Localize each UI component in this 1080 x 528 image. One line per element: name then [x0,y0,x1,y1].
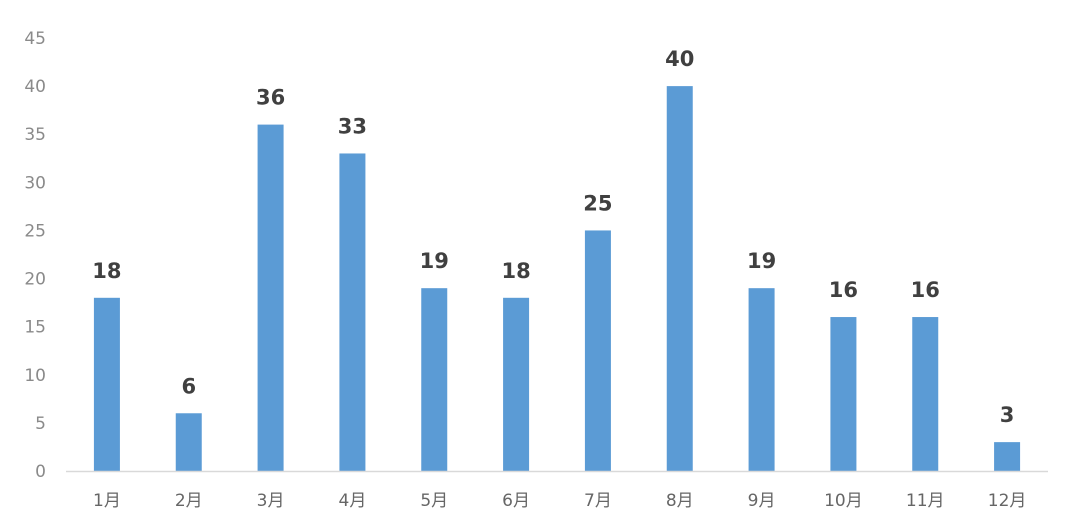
data-label: 33 [338,114,367,138]
y-tick-label: 40 [24,77,46,97]
bar [503,297,530,471]
x-tick-label: 8月 [666,491,694,511]
y-tick-label: 25 [24,221,46,241]
y-tick-label: 20 [24,270,46,290]
x-tick-label: 11月 [906,491,945,511]
y-tick-label: 5 [35,414,46,434]
y-tick-label: 0 [35,462,46,482]
data-label: 6 [181,374,196,398]
x-tick-label: 3月 [257,491,285,511]
data-label: 16 [829,278,858,302]
y-tick-label: 45 [24,29,46,49]
y-tick-label: 15 [24,318,46,338]
y-tick-label: 10 [24,366,46,386]
x-tick-label: 5月 [420,491,448,511]
x-tick-label: 10月 [824,491,863,511]
bar [748,288,775,471]
data-label: 25 [583,191,612,215]
bar [421,288,448,471]
x-tick-label: 2月 [175,491,203,511]
y-tick-label: 35 [24,125,46,145]
bar [339,153,366,471]
data-label: 19 [747,249,776,273]
data-label: 19 [420,249,449,273]
x-tick-label: 6月 [502,491,530,511]
data-label: 36 [256,86,285,110]
data-label: 3 [1000,403,1015,427]
bar [994,442,1021,471]
data-label: 16 [911,278,940,302]
x-tick-label: 4月 [339,491,367,511]
bar [666,86,693,471]
y-tick-label: 30 [24,173,46,193]
x-tick-label: 7月 [584,491,612,511]
bar [93,297,120,471]
x-tick-label: 9月 [748,491,776,511]
data-label: 18 [92,259,121,283]
x-tick-label: 12月 [988,491,1027,511]
x-tick-label: 1月 [93,491,121,511]
bar [584,230,611,471]
bar [257,124,284,471]
bar [912,317,939,471]
data-label: 18 [501,259,530,283]
bar [830,317,857,471]
data-label: 40 [665,47,694,71]
bar [175,413,202,471]
